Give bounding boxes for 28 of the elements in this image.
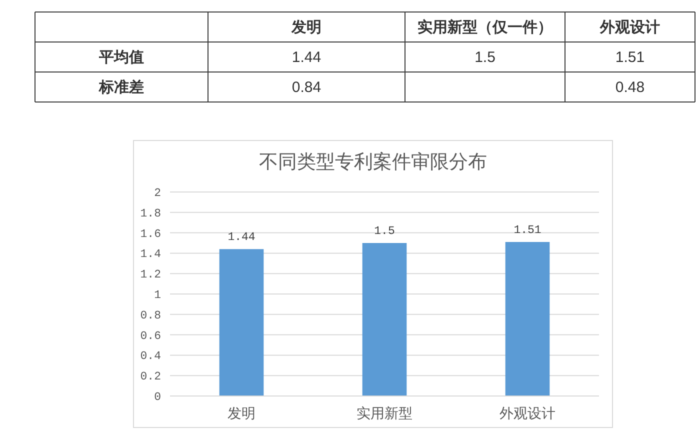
- y-tick-label: 0: [154, 391, 162, 404]
- data-label: 1.51: [615, 49, 645, 66]
- data-label: 1.5: [474, 49, 496, 66]
- y-tick-label: 1.2: [140, 268, 162, 282]
- x-tick-label: 实用新型: [356, 405, 412, 421]
- y-tick-label: 1: [154, 289, 162, 302]
- y-tick-label: 1.6: [140, 228, 162, 241]
- x-tick-label: 外观设计: [599, 19, 660, 36]
- data-label: 1.44: [228, 231, 256, 244]
- x-tick-label: 实用新型（仅一件）: [418, 18, 552, 36]
- y-tick-label: 0.6: [140, 330, 162, 343]
- y-tick-label: 0.2: [140, 370, 162, 384]
- x-tick-label: 发明: [290, 19, 322, 36]
- data-label: 1.51: [514, 224, 542, 237]
- data-label: 0.84: [292, 79, 322, 96]
- y-tick-label: 1.8: [140, 207, 162, 220]
- y-tick-label: 1.4: [140, 248, 162, 262]
- data-label: 1.44: [292, 49, 322, 66]
- y-tick-label: 平均值: [98, 49, 144, 66]
- data-label: 1.5: [374, 225, 395, 238]
- x-tick-label: 发明: [228, 405, 256, 421]
- y-tick-label: 2: [154, 187, 162, 200]
- x-tick-label: 外观设计: [500, 405, 556, 421]
- y-tick-label: 0.8: [140, 309, 162, 322]
- chart-title: 不同类型专利案件审限分布: [259, 151, 487, 173]
- y-tick-label: 标准差: [98, 79, 144, 96]
- y-tick-label: 0.4: [140, 350, 162, 364]
- data-label: 0.48: [615, 79, 645, 96]
